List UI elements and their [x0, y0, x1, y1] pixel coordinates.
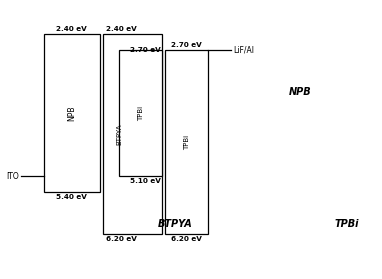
Text: TPBi: TPBi	[184, 134, 190, 150]
Text: BTPYA: BTPYA	[117, 124, 122, 145]
Text: 6.20 eV: 6.20 eV	[106, 236, 137, 242]
Bar	[165, 50, 208, 234]
Text: 2.70 eV: 2.70 eV	[172, 42, 202, 48]
Text: 5.40 eV: 5.40 eV	[56, 194, 87, 200]
Text: 2.40 eV: 2.40 eV	[56, 26, 87, 32]
Text: 6.20 eV: 6.20 eV	[171, 236, 202, 242]
Text: LiF/Al: LiF/Al	[233, 45, 254, 55]
Text: BTPYA: BTPYA	[158, 219, 193, 229]
Text: 2.70 eV: 2.70 eV	[130, 47, 161, 53]
Bar	[119, 50, 162, 176]
Text: ITO: ITO	[6, 172, 19, 181]
Text: TPBi: TPBi	[138, 106, 144, 121]
Text: TPBi: TPBi	[334, 219, 359, 229]
Bar	[103, 34, 162, 234]
Text: NPB: NPB	[67, 105, 76, 121]
Text: 2.40 eV: 2.40 eV	[106, 26, 137, 32]
Text: NPB: NPB	[289, 87, 312, 97]
Bar	[44, 34, 100, 192]
Text: 5.10 eV: 5.10 eV	[130, 178, 161, 184]
